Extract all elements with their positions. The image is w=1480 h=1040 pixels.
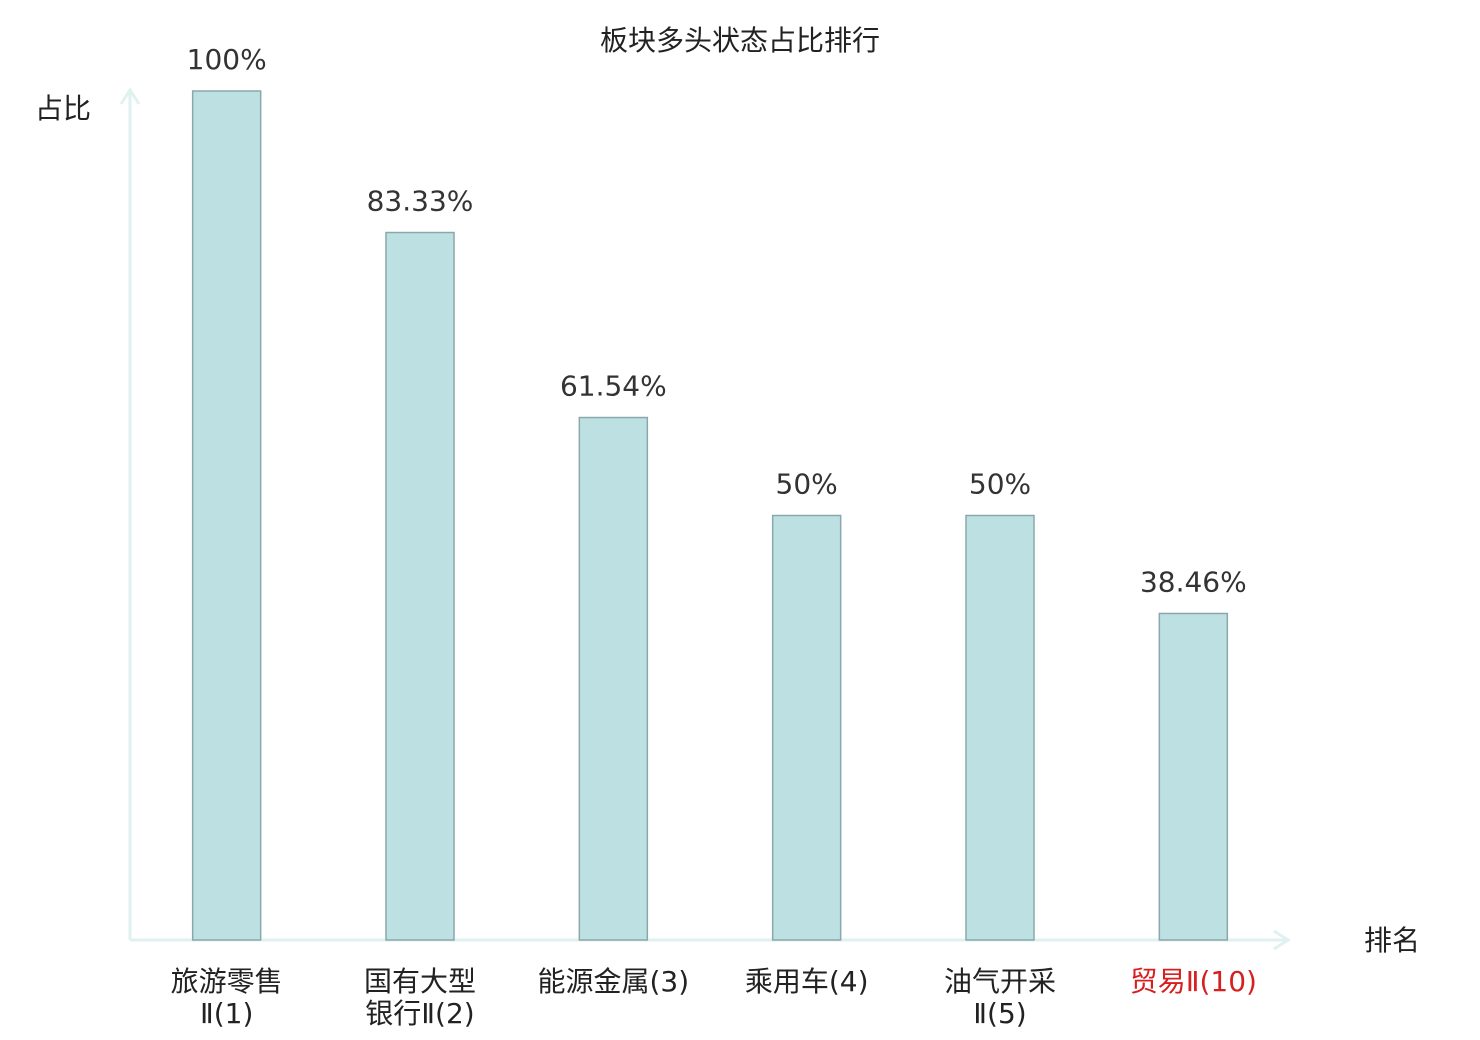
x-tick-label: Ⅱ(1) — [200, 997, 253, 1030]
bar — [191, 90, 262, 941]
x-tick-label: 银行Ⅱ(2) — [365, 997, 474, 1030]
x-axis-arrow — [1273, 929, 1291, 951]
x-tick-label: 旅游零售 — [171, 965, 283, 998]
x-tick-label: 能源金属(3) — [537, 965, 689, 998]
bar — [578, 416, 649, 941]
bar — [385, 231, 455, 941]
x-tick-label: 贸易Ⅱ(10) — [1130, 965, 1257, 998]
x-tick-label: 油气开采 — [944, 965, 1056, 998]
value-label: 50% — [969, 468, 1031, 501]
bar — [771, 514, 842, 941]
value-label: 83.33% — [367, 185, 474, 218]
x-tick-label: 国有大型 — [364, 965, 476, 998]
value-label: 38.46% — [1140, 565, 1247, 598]
x-tick-label: Ⅱ(5) — [973, 997, 1026, 1030]
value-label: 50% — [776, 468, 838, 501]
y-axis-arrow — [119, 87, 141, 105]
x-tick-label: 乘用车(4) — [745, 965, 869, 998]
y-axis-label: 占比 — [35, 92, 91, 125]
chart-title: 板块多头状态占比排行 — [600, 24, 880, 57]
x-axis-label: 排名 — [1364, 924, 1420, 957]
value-label: 100% — [187, 43, 267, 76]
bar — [1158, 612, 1229, 941]
bar — [965, 514, 1035, 941]
value-label: 61.54% — [560, 370, 667, 403]
